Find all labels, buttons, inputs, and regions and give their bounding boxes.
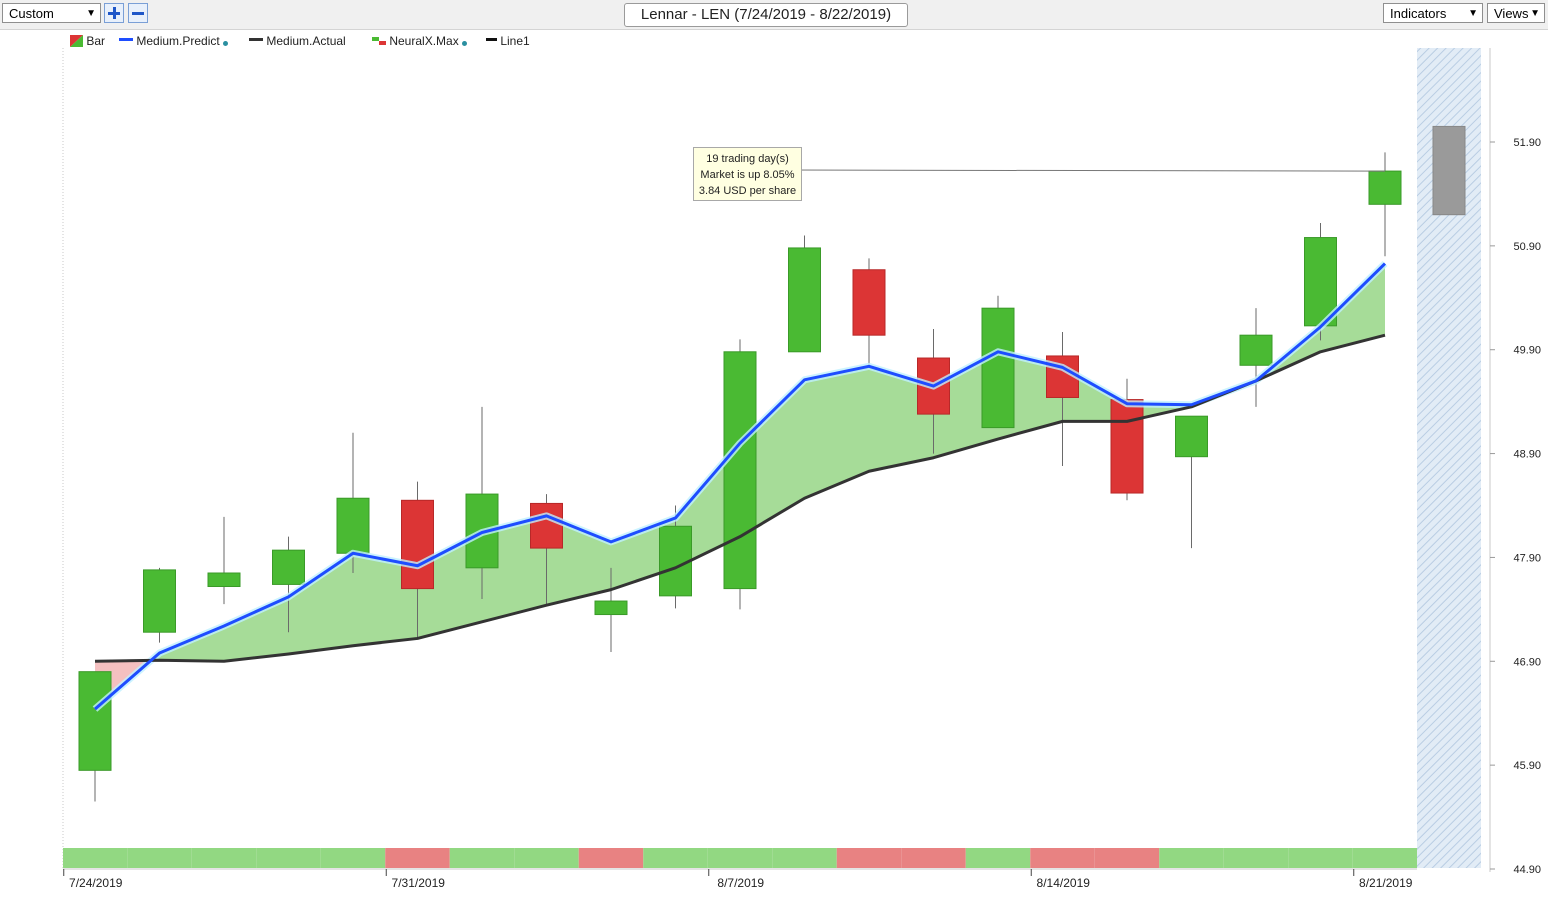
preset-label: Custom [9,6,54,21]
line1 [789,169,1386,172]
candle-body [852,269,886,336]
signal-segment [901,848,966,868]
chevron-down-icon: ▼ [86,8,96,19]
candle-body [143,569,176,633]
candle-body [336,497,370,554]
preset-dropdown[interactable]: Custom ▼ [2,3,101,23]
candle-body [1175,415,1208,458]
candle-body [788,247,821,353]
x-tick-label: 8/7/2019 [717,876,764,890]
legend-label: Medium.Actual [266,34,346,48]
y-tick-label: 47.90 [1513,552,1541,564]
y-tick-label: 49.90 [1513,345,1541,357]
candle-body [530,502,563,549]
candle-body [1110,399,1144,494]
legend-item-bar[interactable]: Bar [70,33,105,49]
views-label: Views [1494,6,1529,21]
candle-body [1239,334,1273,366]
signal-segment [385,848,450,868]
candle-body [1304,237,1337,327]
signal-segment [1288,848,1353,868]
candle-body [401,499,434,590]
signal-segment [1159,848,1224,868]
neuralx-swatch-icon [372,37,386,45]
signal-segment [578,848,644,868]
y-tick-label: 45.90 [1513,760,1541,772]
signal-segment [836,848,902,868]
line-swatch-icon [486,38,497,41]
line-swatch-icon [119,38,133,41]
bar-swatch-icon [70,35,83,47]
signal-segment [127,848,192,868]
legend-item-neuralx-max[interactable]: NeuralX.Max [372,33,467,49]
toolbar: Custom ▼ Lennar - LEN (7/24/2019 - 8/22/… [0,0,1548,30]
spread-fill [288,553,353,655]
chart-title: Lennar - LEN (7/24/2019 - 8/22/2019) [624,3,908,27]
y-tick-label: 51.90 [1513,137,1541,149]
signal-segment [1223,848,1289,868]
legend-item-line1[interactable]: Line1 [486,33,530,49]
zoom-in-button[interactable] [104,3,124,23]
spread-fill [1320,263,1385,352]
signal-segment [965,848,1031,868]
signal-segment [707,848,773,868]
signal-segment [449,848,515,868]
y-tick-label: 44.90 [1513,864,1541,876]
y-tick-label: 48.90 [1513,449,1541,461]
legend-label: Medium.Predict [136,34,220,48]
candle-body [207,572,241,588]
candle-body [723,351,757,590]
candle-body [272,549,305,585]
forecast-bar [1432,125,1466,216]
annotation-line: 3.84 USD per share [698,185,797,197]
signal-segment [1094,848,1160,868]
legend-label: NeuralX.Max [389,34,459,48]
legend-item-medium-predict[interactable]: Medium.Predict [119,33,228,49]
x-tick-label: 7/31/2019 [392,876,446,890]
status-dot-icon [461,41,467,46]
x-tick-label: 7/24/2019 [69,876,123,890]
medium-actual-line [94,333,1386,663]
indicators-label: Indicators [1390,6,1447,21]
zoom-out-button[interactable] [128,3,148,23]
x-tick-label: 8/21/2019 [1359,876,1413,890]
signal-segment [772,848,837,868]
indicators-dropdown[interactable]: Indicators ▼ [1383,3,1483,23]
annotation-line: 19 trading day(s) [706,153,789,165]
signal-segment [320,848,386,868]
candle-body [594,600,628,616]
legend-item-medium-actual[interactable]: Medium.Actual [249,33,346,49]
spread-fill [804,366,869,499]
y-tick-label: 50.90 [1513,241,1541,253]
y-tick-label: 46.90 [1513,656,1541,668]
chevron-down-icon: ▼ [1530,8,1540,19]
line-swatch-icon [249,38,263,41]
x-tick-label: 8/14/2019 [1037,876,1091,890]
chevron-down-icon: ▼ [1468,8,1478,19]
signal-segment [514,848,579,868]
signal-segment [1352,848,1417,868]
candle-body [78,671,112,771]
candle-body [1368,170,1402,205]
signal-segment [191,848,257,868]
signal-segment [1030,848,1095,868]
candle-body [981,307,1015,429]
signal-segment [256,848,321,868]
medium-predict-line [94,262,1387,711]
annotation-tooltip: 19 trading day(s) Market is up 8.05% 3.8… [693,147,802,201]
signal-segment [63,848,128,868]
status-dot-icon [222,41,228,46]
legend-label: Line1 [500,34,530,48]
spread-fill [224,596,289,662]
signal-segment [643,848,708,868]
legend-label: Bar [86,34,106,48]
annotation-line: Market is up 8.05% [700,169,795,181]
views-dropdown[interactable]: Views ▼ [1487,3,1545,23]
